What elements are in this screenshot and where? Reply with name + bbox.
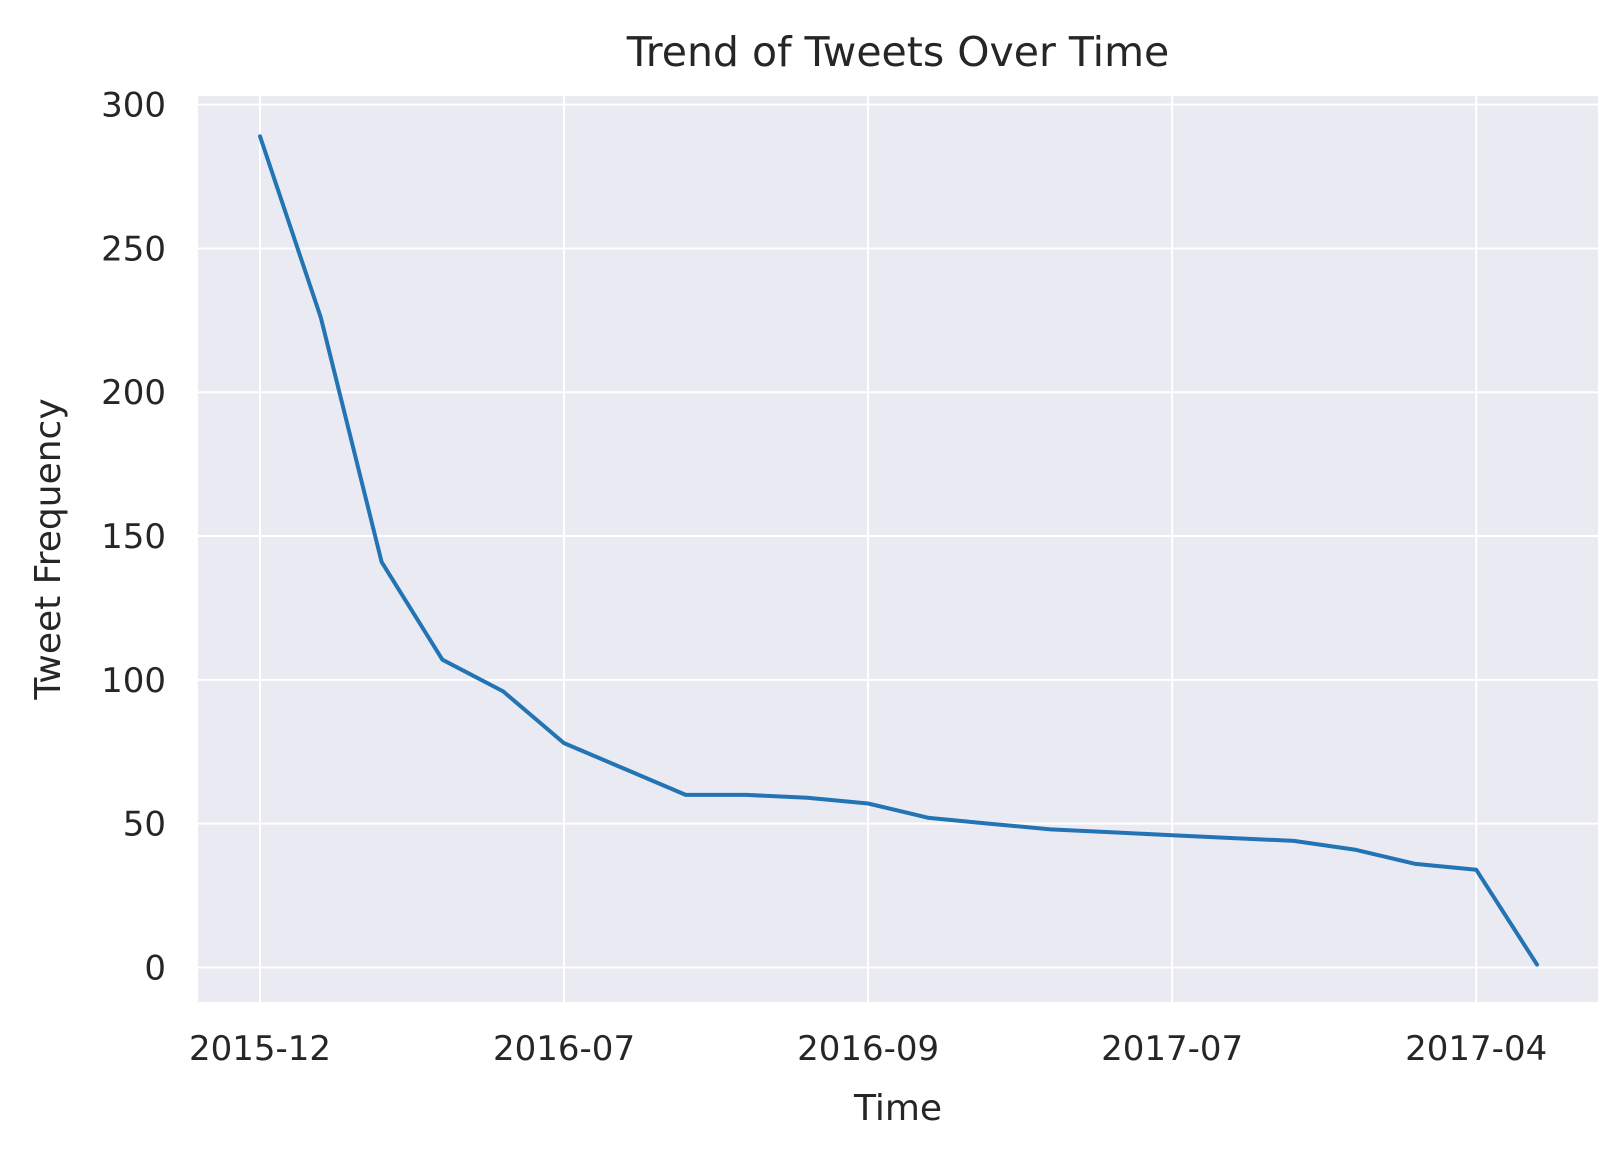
chart-title: Trend of Tweets Over Time [626, 28, 1170, 76]
plot-background [198, 96, 1598, 1002]
y-tick-label: 250 [101, 229, 166, 269]
series-line [258, 134, 1539, 967]
y-tick-label: 0 [144, 948, 166, 988]
x-tick-labels: 2015-12 2016-07 2016-09 2017-07 2017-04 [189, 1029, 1547, 1069]
x-tick-label: 2016-07 [493, 1029, 635, 1069]
y-tick-label: 100 [101, 661, 166, 701]
x-axis-label: Time [853, 1088, 942, 1129]
y-tick-label: 300 [101, 86, 166, 126]
x-tick-label: 2016-09 [797, 1029, 939, 1069]
y-tick-label: 50 [123, 805, 166, 845]
grid-lines [198, 96, 1598, 1002]
y-tick-label: 200 [101, 373, 166, 413]
x-tick-label: 2015-12 [189, 1029, 331, 1069]
x-tick-label: 2017-04 [1405, 1029, 1547, 1069]
series-lines [258, 134, 1539, 967]
x-tick-label: 2017-07 [1101, 1029, 1243, 1069]
y-tick-label: 150 [101, 517, 166, 557]
y-tick-labels: 0 50 100 150 200 250 300 [101, 86, 166, 989]
y-axis-label: Tweet Frequency [28, 398, 69, 700]
